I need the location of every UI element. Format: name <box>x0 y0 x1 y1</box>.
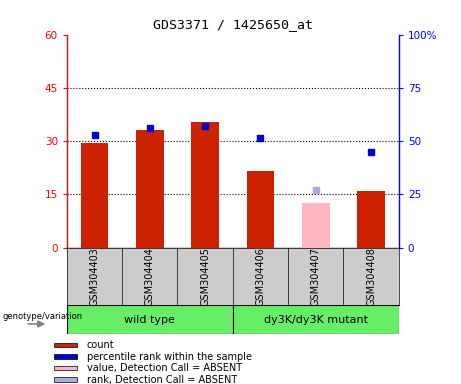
Text: dy3K/dy3K mutant: dy3K/dy3K mutant <box>264 314 368 325</box>
Bar <box>136 131 164 248</box>
Bar <box>54 343 77 348</box>
Text: GSM304408: GSM304408 <box>366 247 376 306</box>
Text: value, Detection Call = ABSENT: value, Detection Call = ABSENT <box>87 363 242 373</box>
Text: GSM304405: GSM304405 <box>200 247 210 306</box>
Bar <box>247 171 274 248</box>
Bar <box>54 377 77 382</box>
Text: genotype/variation: genotype/variation <box>2 312 82 321</box>
Bar <box>81 143 108 248</box>
Text: rank, Detection Call = ABSENT: rank, Detection Call = ABSENT <box>87 374 237 384</box>
Text: GSM304406: GSM304406 <box>255 247 266 306</box>
Bar <box>54 354 77 359</box>
Bar <box>67 305 233 334</box>
Text: wild type: wild type <box>124 314 175 325</box>
Bar <box>54 366 77 370</box>
Text: percentile rank within the sample: percentile rank within the sample <box>87 352 252 362</box>
Bar <box>357 191 385 248</box>
Text: GSM304407: GSM304407 <box>311 247 321 306</box>
Bar <box>302 203 330 248</box>
Bar <box>191 122 219 248</box>
Text: count: count <box>87 340 114 350</box>
Title: GDS3371 / 1425650_at: GDS3371 / 1425650_at <box>153 18 313 31</box>
Bar <box>233 305 399 334</box>
Text: GSM304403: GSM304403 <box>89 247 100 306</box>
Text: GSM304404: GSM304404 <box>145 247 155 306</box>
